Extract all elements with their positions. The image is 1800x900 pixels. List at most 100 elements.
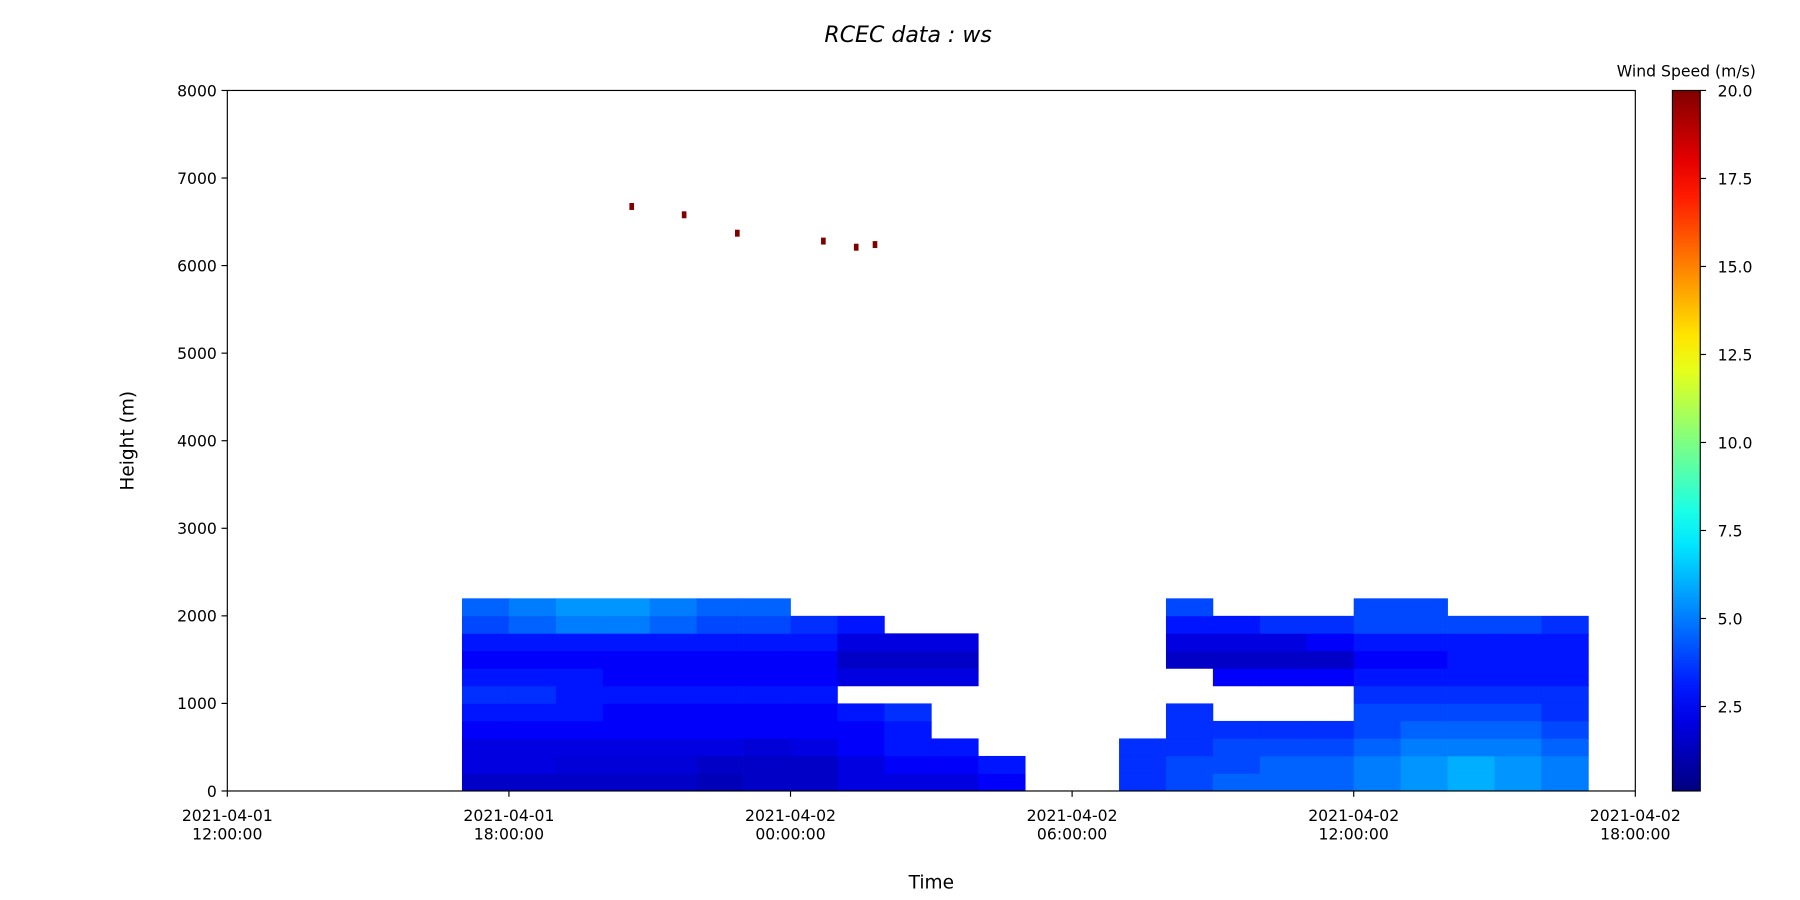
cell: [837, 633, 885, 652]
cell: [555, 738, 604, 757]
cell: [1353, 598, 1401, 617]
colorbar-tick-label: 20.0: [1718, 81, 1753, 100]
cell: [837, 650, 885, 669]
cell: [508, 598, 557, 617]
cell: [1400, 668, 1448, 687]
cell: [696, 668, 744, 687]
cell: [884, 773, 932, 792]
cell: [837, 668, 885, 687]
cell: [649, 755, 697, 774]
cell: [1353, 685, 1401, 704]
colorbar-tick-label: 2.5: [1718, 697, 1743, 716]
cell: [696, 598, 744, 617]
cell: [1541, 773, 1589, 792]
sparse-cell: [735, 229, 740, 237]
x-tick-label-box: 2021-04-02 06:00:00: [1027, 807, 1118, 844]
x-tick-label: 2021-04-02 12:00:00: [1308, 807, 1400, 845]
colorbar: [1671, 89, 1701, 792]
cell: [508, 615, 557, 634]
cell: [696, 685, 744, 704]
cell: [1212, 738, 1261, 757]
cell: [1212, 615, 1261, 634]
cell: [1541, 633, 1589, 652]
cell: [1259, 615, 1308, 634]
cell: [602, 615, 651, 634]
cell: [649, 668, 697, 687]
cell: [1400, 703, 1448, 722]
cell: [696, 650, 744, 669]
cell: [1494, 773, 1542, 792]
cell: [837, 755, 885, 774]
cell: [555, 598, 604, 617]
cell: [461, 773, 510, 792]
colorbar-tick-label: 12.5: [1718, 345, 1753, 364]
cell: [555, 633, 604, 652]
cell: [1212, 773, 1261, 792]
cell: [931, 755, 979, 774]
cell: [508, 703, 557, 722]
cell: [696, 703, 744, 722]
cell: [555, 755, 604, 774]
cell: [696, 615, 744, 634]
cell: [743, 703, 791, 722]
chart-title: RCEC data : ws: [824, 23, 992, 48]
cell: [978, 773, 1026, 792]
sparse-cell: [853, 243, 859, 251]
x-tick-label: 2021-04-01 12:00:00: [181, 807, 273, 845]
cell: [837, 720, 885, 739]
cell: [1400, 598, 1448, 617]
cell: [696, 755, 744, 774]
cell: [1447, 755, 1495, 774]
cell: [461, 703, 510, 722]
cell: [743, 755, 791, 774]
cell: [555, 668, 604, 687]
cell: [461, 668, 510, 687]
y-tick-label: 8000: [177, 81, 217, 100]
cell: [1259, 773, 1308, 792]
cell: [649, 633, 697, 652]
cell: [508, 685, 557, 704]
cell: [1306, 720, 1355, 739]
cell: [1259, 720, 1308, 739]
cell: [461, 685, 510, 704]
cell: [508, 738, 557, 757]
colorbar-tick-label: 10.0: [1718, 433, 1753, 452]
y-tick-label: 5000: [177, 344, 217, 363]
cell: [1447, 633, 1495, 652]
cell: [1353, 738, 1401, 757]
cell: [743, 720, 791, 739]
cell: [649, 738, 697, 757]
cell: [461, 650, 510, 669]
cell: [1400, 685, 1448, 704]
cell: [1212, 633, 1261, 652]
cell: [1494, 720, 1542, 739]
cell: [790, 738, 838, 757]
cell: [1306, 755, 1355, 774]
cell: [1353, 773, 1401, 792]
cell: [743, 738, 791, 757]
cell: [884, 720, 932, 739]
cell: [1259, 668, 1308, 687]
y-tick-label: 2000: [177, 607, 217, 626]
cell: [1306, 650, 1355, 669]
sparse-cell: [629, 203, 635, 210]
x-tick-label-box: 2021-04-02 18:00:00: [1590, 807, 1681, 844]
cell: [1447, 738, 1495, 757]
cell: [1541, 720, 1589, 739]
cell: [1212, 755, 1261, 774]
cell: [508, 633, 557, 652]
cell: [1165, 755, 1214, 774]
cell: [461, 720, 510, 739]
cell: [602, 668, 651, 687]
cell: [508, 650, 557, 669]
cell: [1447, 650, 1495, 669]
cell: [649, 598, 697, 617]
cell: [1494, 738, 1542, 757]
cell: [1306, 738, 1355, 757]
colorbar-tick-label: 7.5: [1718, 521, 1743, 540]
y-tick-label: 4000: [177, 432, 217, 451]
cell: [555, 685, 604, 704]
cell: [602, 738, 651, 757]
cell: [649, 703, 697, 722]
cell: [1306, 668, 1355, 687]
